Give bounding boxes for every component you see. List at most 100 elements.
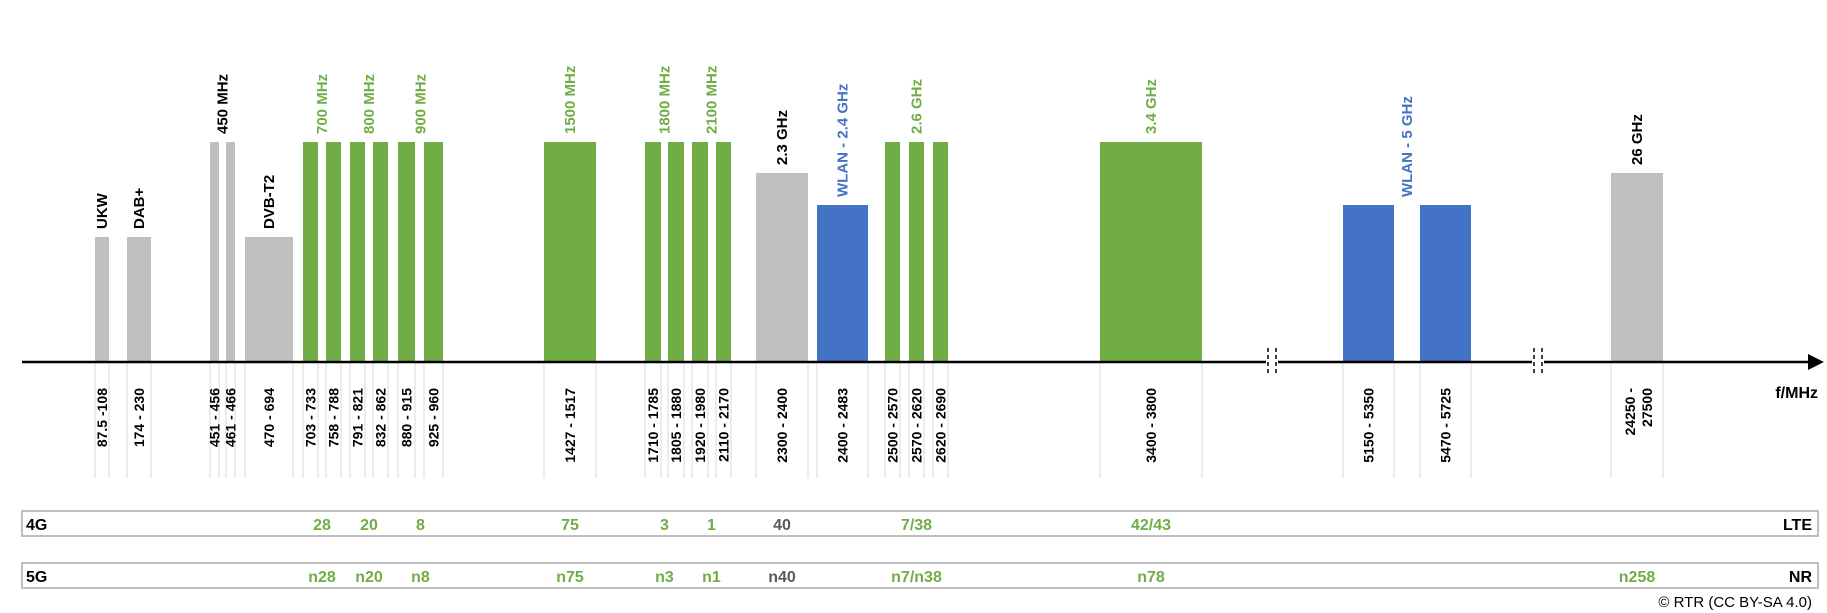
range-label-450b: 461 - 466 [223, 388, 239, 447]
axis-arrowhead [1808, 354, 1824, 370]
row-4g: 4G LTE [21, 510, 1819, 537]
row-entry-5g-4: n3 [655, 569, 674, 586]
range-label-wlan5a: 5150 - 5350 [1361, 388, 1377, 463]
band-bar-wlan5b [1420, 205, 1471, 362]
band-bar-900a [398, 142, 415, 362]
band-bar-700b [326, 142, 341, 362]
row-entry-4g-5: 1 [707, 517, 716, 534]
row-entry-5g-6: n40 [768, 569, 796, 586]
band-name-labels: UKW DAB+ DVB-T2 [94, 175, 278, 229]
band-bar-450a [210, 142, 219, 362]
range-label-2100b: 2110 - 2170 [716, 388, 732, 462]
frequency-range-labels: 87.5 -108 174 - 230 451 - 456 461 - 466 470 … [94, 388, 1655, 463]
row-entry-5g-0: n28 [308, 569, 336, 586]
group-label-7: 2.3 GHz [774, 110, 791, 165]
range-label-wlan24: 2400 - 2483 [835, 388, 851, 463]
row-right-label-5g: NR [1789, 569, 1813, 586]
band-name-dvbt2: DVB-T2 [261, 175, 278, 229]
band-bars [95, 142, 1663, 362]
row-right-label-4g: LTE [1783, 517, 1812, 534]
row-entry-4g-8: 42/43 [1131, 517, 1171, 534]
row-entry-4g-2: 8 [416, 517, 425, 534]
axis-unit-label: f/MHz [1775, 385, 1818, 402]
band-bar-450b [226, 142, 235, 362]
band-bar-2100a [692, 142, 708, 362]
axis-break-1 [1266, 348, 1278, 376]
row-entry-5g-1: n20 [355, 569, 383, 586]
range-label-3400: 3400 - 3800 [1143, 388, 1159, 463]
group-label-2: 800 MHz [361, 74, 378, 134]
range-guide-lines [94, 362, 1664, 478]
range-label-2600b: 2570 - 2620 [909, 388, 925, 463]
row-entry-5g-7: n7/n38 [891, 569, 942, 586]
row-entry-4g-6: 40 [773, 517, 791, 534]
group-label-10: 3.4 GHz [1143, 79, 1160, 134]
range-label-800a: 791 - 821 [350, 388, 366, 447]
band-bar-wlan24 [817, 205, 868, 362]
range-label-26g: 24250 -27500 [1622, 388, 1655, 436]
row-entry-4g-4: 3 [660, 517, 669, 534]
band-bar-700a [303, 142, 318, 362]
row-box-5g [21, 562, 1819, 589]
band-bar-1800a [645, 142, 661, 362]
band-bar-2600b [909, 142, 924, 362]
band-bar-26g [1611, 173, 1663, 362]
range-label-1800a: 1710 - 1785 [645, 388, 661, 463]
group-label-11: WLAN - 5 GHz [1399, 96, 1416, 197]
band-bar-dvbt2 [245, 237, 293, 362]
group-label-12: 26 GHz [1629, 114, 1646, 165]
range-label-800b: 832 - 862 [373, 388, 389, 447]
range-label-wlan5b: 5470 - 5725 [1438, 388, 1454, 463]
row-entry-4g-1: 20 [360, 517, 378, 534]
band-bar-2100b [716, 142, 731, 362]
row-5g: 5G NR [21, 562, 1819, 589]
band-name-ukw: UKW [94, 192, 111, 229]
range-label-1500: 1427 - 1517 [562, 388, 578, 463]
band-bar-1800b [668, 142, 684, 362]
group-label-3: 900 MHz [413, 74, 430, 134]
band-bar-wlan5a [1343, 205, 1394, 362]
band-group-labels: 450 MHz 700 MHz 800 MHz 900 MHz 1500 MHz 1800… [215, 66, 1647, 197]
row-entry-4g-3: 75 [561, 517, 579, 534]
group-label-4: 1500 MHz [562, 66, 579, 134]
band-bar-2600a [885, 142, 900, 362]
row-entry-5g-5: n1 [702, 569, 721, 586]
row-entry-5g-9: n258 [1619, 569, 1656, 586]
group-label-6: 2100 MHz [704, 66, 721, 134]
group-label-0: 450 MHz [215, 74, 232, 134]
band-bar-2600c [933, 142, 948, 362]
band-bar-2300 [756, 173, 808, 362]
row-entry-5g-2: n8 [411, 569, 430, 586]
range-label-700a: 703 - 733 [303, 388, 319, 447]
row-entry-4g-0: 28 [313, 517, 331, 534]
band-bar-900b [424, 142, 443, 362]
range-label-2600c: 2620 - 2690 [933, 388, 949, 463]
row-left-label-5g: 5G [26, 569, 47, 586]
band-bar-1500 [544, 142, 596, 362]
group-label-9: 2.6 GHz [909, 79, 926, 134]
range-label-dab: 174 - 230 [131, 388, 147, 447]
range-label-700b: 758 - 788 [326, 388, 342, 447]
band-bar-ukw [95, 237, 109, 362]
group-label-8: WLAN - 2.4 GHz [835, 84, 852, 197]
band-bar-3400 [1100, 142, 1202, 362]
band-name-dab: DAB+ [131, 188, 148, 229]
group-label-5: 1800 MHz [657, 66, 674, 134]
row-left-label-4g: 4G [26, 517, 47, 534]
band-bar-800a [350, 142, 365, 362]
copyright-notice: © RTR (CC BY-SA 4.0) [1658, 594, 1812, 611]
range-label-2100a: 1920 - 1980 [692, 388, 708, 463]
band-number-entries: 28 20 8 75 3 1 40 7/38 42/43 n28 n20 n8 n75 n3 n1 n40 n7… [308, 517, 1655, 586]
band-bar-800b [373, 142, 388, 362]
row-box-4g [21, 510, 1819, 537]
range-label-1800b: 1805 - 1880 [668, 388, 684, 463]
group-label-1: 700 MHz [314, 74, 331, 134]
range-label-900b: 925 - 960 [426, 388, 442, 447]
band-bar-dab [127, 237, 151, 362]
row-entry-4g-7: 7/38 [901, 517, 932, 534]
range-label-450a: 451 - 456 [207, 388, 223, 447]
row-entry-5g-8: n78 [1137, 569, 1165, 586]
range-label-dvbt2: 470 - 694 [261, 388, 277, 447]
axis-break-2 [1532, 348, 1544, 376]
range-label-2300: 2300 - 2400 [774, 388, 790, 463]
